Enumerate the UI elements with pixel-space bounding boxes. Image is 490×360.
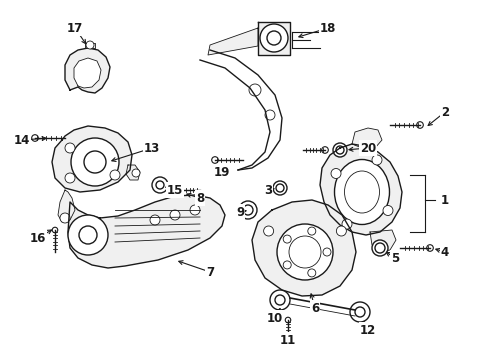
Polygon shape [208, 28, 258, 55]
Text: 20: 20 [360, 141, 376, 154]
Polygon shape [58, 190, 75, 222]
Circle shape [32, 135, 38, 141]
Circle shape [308, 227, 316, 235]
Circle shape [152, 177, 168, 193]
Circle shape [427, 245, 433, 251]
Circle shape [270, 290, 290, 310]
Circle shape [372, 240, 388, 256]
Text: 8: 8 [196, 192, 204, 204]
Polygon shape [320, 144, 402, 235]
Text: 17: 17 [67, 22, 83, 35]
Circle shape [264, 226, 273, 236]
Circle shape [260, 24, 288, 52]
Circle shape [212, 157, 219, 163]
Circle shape [333, 143, 347, 157]
Circle shape [60, 213, 70, 223]
Circle shape [283, 235, 291, 243]
Circle shape [71, 138, 119, 186]
Circle shape [342, 219, 352, 229]
Circle shape [331, 168, 341, 179]
Circle shape [175, 187, 181, 193]
Polygon shape [252, 200, 356, 296]
Text: 19: 19 [214, 166, 230, 179]
Circle shape [416, 122, 423, 128]
Circle shape [110, 170, 120, 180]
Circle shape [273, 181, 287, 195]
Polygon shape [258, 22, 290, 55]
Text: 11: 11 [280, 333, 296, 346]
Text: 15: 15 [167, 184, 183, 197]
Circle shape [323, 248, 331, 256]
Circle shape [132, 169, 140, 177]
Circle shape [170, 210, 180, 220]
Polygon shape [85, 43, 95, 48]
Polygon shape [126, 165, 140, 180]
Text: 18: 18 [320, 22, 336, 35]
Circle shape [249, 84, 261, 96]
Circle shape [283, 261, 291, 269]
Circle shape [350, 302, 370, 322]
Circle shape [190, 205, 200, 215]
Text: 3: 3 [264, 184, 272, 197]
Polygon shape [65, 48, 110, 93]
Circle shape [308, 269, 316, 277]
Polygon shape [68, 195, 225, 268]
Text: 6: 6 [311, 302, 319, 315]
Circle shape [372, 155, 382, 165]
Text: 5: 5 [391, 252, 399, 265]
Circle shape [52, 227, 58, 233]
Circle shape [277, 224, 333, 280]
Text: 10: 10 [267, 311, 283, 324]
Text: 1: 1 [441, 194, 449, 207]
Circle shape [86, 41, 94, 49]
Text: 16: 16 [30, 231, 46, 244]
Circle shape [150, 215, 160, 225]
Text: 13: 13 [144, 141, 160, 154]
Text: 12: 12 [360, 324, 376, 337]
Circle shape [336, 226, 346, 236]
Text: 2: 2 [441, 105, 449, 118]
Polygon shape [370, 230, 396, 252]
Circle shape [68, 215, 108, 255]
Text: 14: 14 [14, 134, 30, 147]
Circle shape [383, 206, 393, 216]
Text: 4: 4 [441, 246, 449, 258]
Circle shape [322, 147, 328, 153]
Polygon shape [74, 58, 101, 88]
Polygon shape [52, 126, 132, 192]
Text: 7: 7 [206, 266, 214, 279]
Ellipse shape [335, 159, 390, 225]
Circle shape [265, 110, 275, 120]
Circle shape [65, 143, 75, 153]
Text: 9: 9 [236, 206, 244, 219]
Circle shape [285, 317, 291, 323]
Circle shape [239, 201, 257, 219]
Circle shape [65, 173, 75, 183]
Polygon shape [352, 128, 382, 148]
